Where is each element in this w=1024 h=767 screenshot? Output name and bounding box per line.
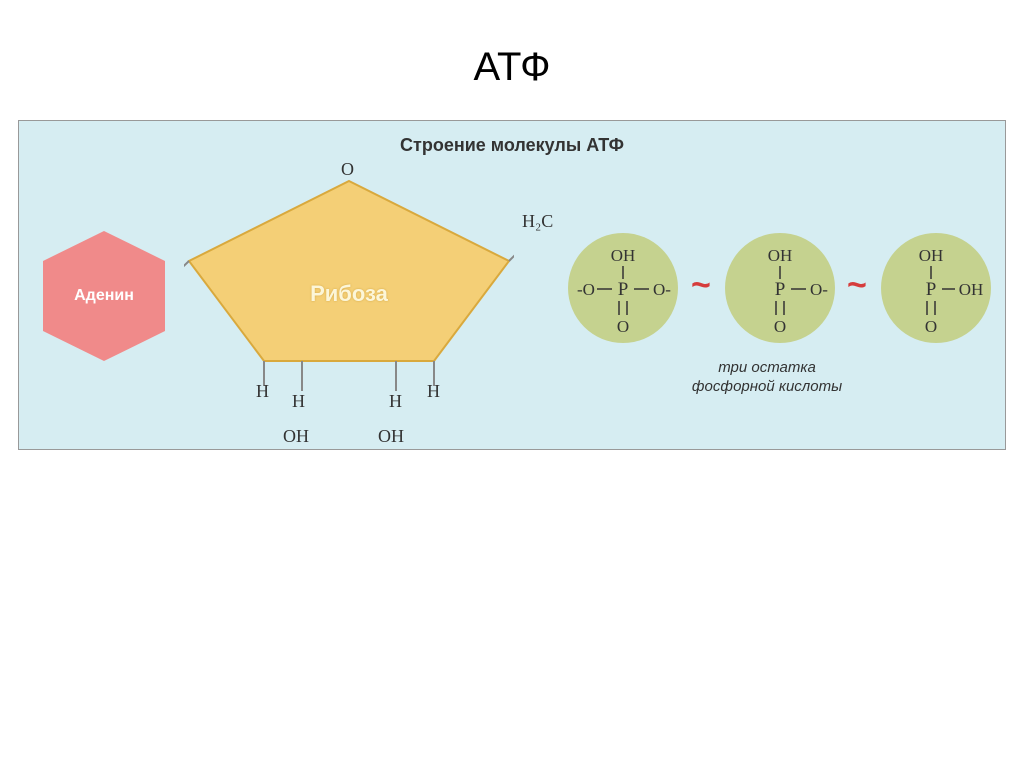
h2c-label: H₂C: [522, 211, 553, 232]
phosphate-2: OH P O- O: [725, 233, 835, 343]
h-far-left: H: [256, 381, 269, 402]
svg-text:-O: -O: [577, 280, 595, 299]
h-far-right: H: [427, 381, 440, 402]
slide-title: АТФ: [0, 0, 1024, 120]
h-inner-left: H: [292, 391, 305, 412]
svg-text:OH: OH: [919, 246, 944, 265]
svg-text:P: P: [618, 279, 629, 300]
o-top-label: O: [341, 159, 354, 180]
svg-text:OH: OH: [768, 246, 793, 265]
svg-text:P: P: [775, 279, 786, 300]
svg-text:O: O: [617, 317, 629, 336]
svg-text:OH: OH: [959, 280, 984, 299]
bond-tilde-2: ~: [847, 266, 867, 305]
oh-right: OH: [378, 426, 404, 447]
h-inner-right: H: [389, 391, 402, 412]
phosphate-1: OH -O P O- O: [568, 233, 678, 343]
adenine-label: Аденин: [74, 287, 134, 305]
svg-text:P: P: [926, 279, 937, 300]
ribose-pentagon: Рибоза: [184, 171, 514, 391]
bond-tilde-1: ~: [691, 266, 711, 305]
diagram-subtitle: Строение молекулы АТФ: [19, 135, 1005, 156]
adenine-hexagon: Аденин: [43, 261, 165, 331]
ribose-label: Рибоза: [184, 281, 514, 307]
svg-text:O: O: [774, 317, 786, 336]
svg-text:OH: OH: [611, 246, 636, 265]
phosphate-3: OH P OH O: [881, 233, 991, 343]
atp-diagram-panel: Строение молекулы АТФ Аденин Рибоза O H₂…: [18, 120, 1006, 450]
phosphate-caption: три остаткафосфорной кислоты: [667, 359, 867, 397]
svg-text:O-: O-: [653, 280, 671, 299]
oh-left: OH: [283, 426, 309, 447]
svg-text:O: O: [925, 317, 937, 336]
svg-text:O-: O-: [810, 280, 828, 299]
